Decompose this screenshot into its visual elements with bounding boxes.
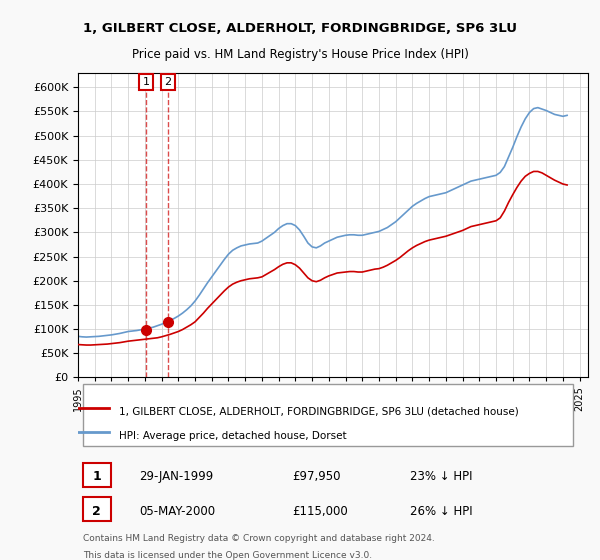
Text: HPI: Average price, detached house, Dorset: HPI: Average price, detached house, Dors… [119, 431, 346, 441]
Text: £115,000: £115,000 [292, 505, 348, 517]
Text: 1, GILBERT CLOSE, ALDERHOLT, FORDINGBRIDGE, SP6 3LU (detached house): 1, GILBERT CLOSE, ALDERHOLT, FORDINGBRID… [119, 407, 518, 417]
FancyBboxPatch shape [83, 463, 111, 487]
Text: 23% ↓ HPI: 23% ↓ HPI [409, 470, 472, 483]
Text: 2: 2 [92, 505, 101, 517]
Text: This data is licensed under the Open Government Licence v3.0.: This data is licensed under the Open Gov… [83, 551, 372, 560]
Text: Price paid vs. HM Land Registry's House Price Index (HPI): Price paid vs. HM Land Registry's House … [131, 48, 469, 60]
Text: 1: 1 [143, 77, 150, 87]
Text: 1, GILBERT CLOSE, ALDERHOLT, FORDINGBRIDGE, SP6 3LU: 1, GILBERT CLOSE, ALDERHOLT, FORDINGBRID… [83, 22, 517, 35]
FancyBboxPatch shape [83, 497, 111, 521]
Text: £97,950: £97,950 [292, 470, 341, 483]
Text: Contains HM Land Registry data © Crown copyright and database right 2024.: Contains HM Land Registry data © Crown c… [83, 534, 435, 543]
Text: 29-JAN-1999: 29-JAN-1999 [139, 470, 214, 483]
Text: 2: 2 [164, 77, 171, 87]
Text: 26% ↓ HPI: 26% ↓ HPI [409, 505, 472, 517]
Text: 1: 1 [92, 470, 101, 483]
Text: 05-MAY-2000: 05-MAY-2000 [139, 505, 215, 517]
FancyBboxPatch shape [83, 384, 573, 446]
